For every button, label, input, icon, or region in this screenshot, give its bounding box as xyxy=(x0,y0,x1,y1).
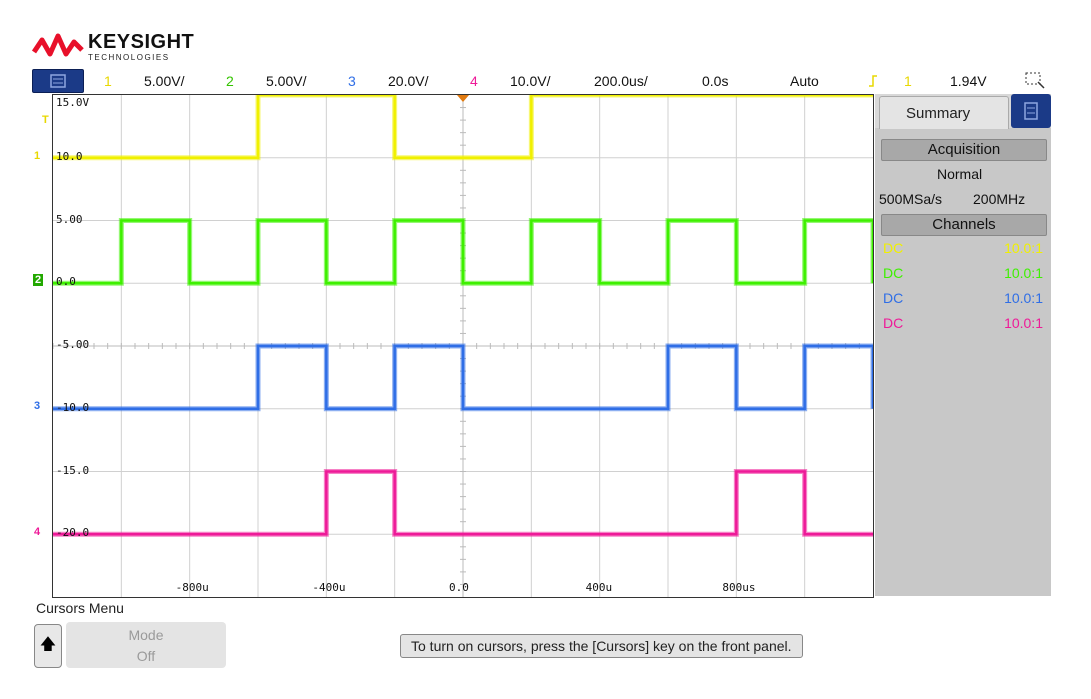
waveform-area xyxy=(53,95,873,537)
ch3-trace xyxy=(53,344,873,410)
trigger-position-icon xyxy=(457,95,469,102)
brand-name: KEYSIGHT xyxy=(88,31,195,53)
ch2-scale[interactable]: 5.00V/ xyxy=(266,73,307,89)
ch2-trace xyxy=(53,219,873,285)
x-axis-label: 400u xyxy=(585,581,613,594)
ch3-number: 3 xyxy=(348,73,356,89)
side-panel: Summary Acquisition Normal 500MSa/s 200M… xyxy=(875,94,1051,596)
tab-summary[interactable]: Summary xyxy=(879,96,1009,129)
ch2-probe: 10.0:1 xyxy=(1004,265,1043,281)
x-axis-label: 0.0 xyxy=(449,581,469,594)
menu-button[interactable] xyxy=(32,69,84,93)
channel-row-2: DC 10.0:1 xyxy=(881,263,1045,283)
softkey-menu-title: Cursors Menu xyxy=(36,600,124,616)
channels-header: Channels xyxy=(881,214,1047,236)
mode-softkey[interactable]: Mode Off xyxy=(66,622,226,668)
y-axis-label: 10.0 xyxy=(56,149,83,163)
ch4-scale[interactable]: 10.0V/ xyxy=(510,73,551,89)
ch1-number: 1 xyxy=(104,73,112,89)
ch1-trace xyxy=(53,95,873,159)
side-menu-button[interactable] xyxy=(1011,94,1051,128)
ch4-number: 4 xyxy=(470,73,478,89)
tab-summary-label: Summary xyxy=(906,105,971,122)
sample-rate: 500MSa/s xyxy=(879,191,943,207)
trigger-source: 1 xyxy=(904,73,912,89)
channel-row-3: DC 10.0:1 xyxy=(881,288,1045,308)
y-axis-label: 0.0 xyxy=(56,275,76,289)
ch1-trace-band xyxy=(53,95,873,161)
ch1-coupling: DC xyxy=(883,240,904,256)
ch4-trace-band xyxy=(53,469,873,537)
ch4-ground-marker[interactable]: 4 xyxy=(34,526,41,538)
mode-softkey-label: Mode xyxy=(128,627,164,643)
acquisition-header: Acquisition xyxy=(881,139,1047,161)
list-icon xyxy=(1024,102,1038,120)
side-tab-bar: Summary xyxy=(875,94,1051,129)
ch1-scale[interactable]: 5.00V/ xyxy=(144,73,185,89)
status-bar: 1 5.00V/ 2 5.00V/ 3 20.0V/ 4 10.0V/ 200.… xyxy=(32,68,1060,94)
x-axis-label: 800us xyxy=(722,581,756,594)
brand-sub: TECHNOLOGIES xyxy=(88,53,170,62)
cursor-hint-message: To turn on cursors, press the [Cursors] … xyxy=(400,634,803,658)
trigger-level-marker[interactable]: T xyxy=(42,114,49,126)
y-axis-label: 15.0V xyxy=(56,96,90,109)
ch1-ground-marker[interactable]: 1 xyxy=(34,150,41,162)
ch3-probe: 10.0:1 xyxy=(1004,290,1043,306)
y-axis-label: -15.0 xyxy=(56,463,90,477)
trigger-mode[interactable]: Auto xyxy=(790,73,819,89)
trigger-level[interactable]: 1.94V xyxy=(950,73,987,89)
channel-row-4: DC 10.0:1 xyxy=(881,313,1045,333)
x-axis-label: -400u xyxy=(312,581,346,594)
delay[interactable]: 0.0s xyxy=(702,73,729,89)
ch3-coupling: DC xyxy=(883,290,904,306)
bandwidth: 200MHz xyxy=(973,191,1026,207)
select-zoom-icon[interactable] xyxy=(1024,71,1046,91)
ch3-ground-marker[interactable]: 3 xyxy=(34,400,41,412)
trigger-edge-icon xyxy=(869,75,877,87)
y-axis-label: -5.00 xyxy=(56,338,90,351)
acquisition-mode: Normal xyxy=(937,166,983,182)
ch4-coupling: DC xyxy=(883,315,904,331)
mode-softkey-value: Off xyxy=(136,648,156,664)
ch1-probe: 10.0:1 xyxy=(1004,240,1043,256)
ch4-probe: 10.0:1 xyxy=(1004,315,1043,331)
keysight-wave-icon xyxy=(32,33,84,57)
menu-icon xyxy=(50,74,66,88)
menu-back-button[interactable]: 🡅 xyxy=(34,624,62,668)
keysight-logo: KEYSIGHT TECHNOLOGIES xyxy=(32,28,202,64)
timebase[interactable]: 200.0us/ xyxy=(594,73,648,89)
ch2-ground-marker[interactable]: 2 xyxy=(33,274,44,286)
ch2-number: 2 xyxy=(226,73,234,89)
channel-row-1: DC 10.0:1 xyxy=(881,238,1045,258)
ch4-trace xyxy=(53,470,873,536)
x-axis-label: -800u xyxy=(175,581,209,594)
y-axis-label: -10.0 xyxy=(56,400,90,414)
ch3-scale[interactable]: 20.0V/ xyxy=(388,73,429,89)
scope-display[interactable]: 15.0V 10.0 5.00 0.0 -5.00 -10.0 -15.0 -20.0 -80… xyxy=(52,94,874,598)
y-axis-label: 5.00 xyxy=(56,212,83,226)
y-axis-label: -20.0 xyxy=(56,526,90,540)
arrow-up-icon: 🡅 xyxy=(39,636,57,653)
ch2-coupling: DC xyxy=(883,265,904,281)
